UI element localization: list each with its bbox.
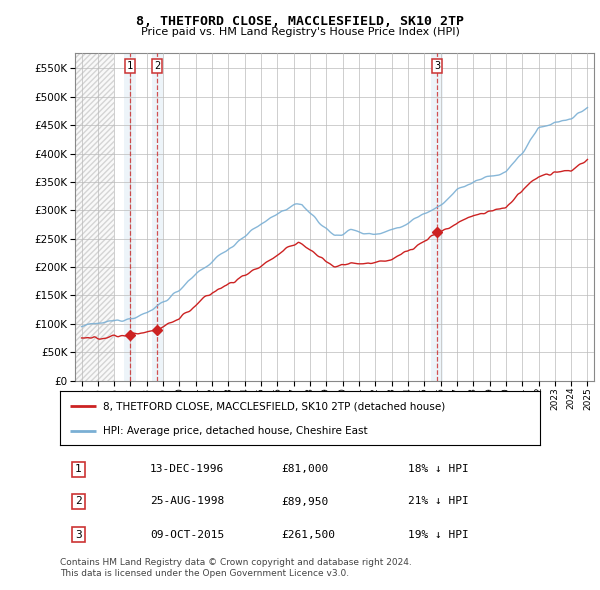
Bar	[431, 53, 443, 381]
Bar	[75, 53, 114, 381]
Text: 1: 1	[75, 464, 82, 474]
Text: 19% ↓ HPI: 19% ↓ HPI	[409, 530, 469, 540]
Text: 3: 3	[75, 530, 82, 540]
Text: HPI: Average price, detached house, Cheshire East: HPI: Average price, detached house, Ches…	[103, 427, 368, 437]
Text: 1: 1	[127, 61, 133, 71]
Bar	[152, 53, 163, 381]
Text: 18% ↓ HPI: 18% ↓ HPI	[409, 464, 469, 474]
Polygon shape	[75, 53, 114, 381]
Text: 8, THETFORD CLOSE, MACCLESFIELD, SK10 2TP: 8, THETFORD CLOSE, MACCLESFIELD, SK10 2T…	[136, 15, 464, 28]
Text: £261,500: £261,500	[282, 530, 336, 540]
Text: 2: 2	[154, 61, 161, 71]
Text: 8, THETFORD CLOSE, MACCLESFIELD, SK10 2TP (detached house): 8, THETFORD CLOSE, MACCLESFIELD, SK10 2T…	[103, 401, 445, 411]
Text: £81,000: £81,000	[282, 464, 329, 474]
Bar	[124, 53, 136, 381]
Text: 3: 3	[434, 61, 440, 71]
Text: £89,950: £89,950	[282, 497, 329, 506]
Text: 2: 2	[75, 497, 82, 506]
Text: 21% ↓ HPI: 21% ↓ HPI	[409, 497, 469, 506]
Text: Price paid vs. HM Land Registry's House Price Index (HPI): Price paid vs. HM Land Registry's House …	[140, 27, 460, 37]
Text: 25-AUG-1998: 25-AUG-1998	[150, 497, 224, 506]
Text: 13-DEC-1996: 13-DEC-1996	[150, 464, 224, 474]
Text: Contains HM Land Registry data © Crown copyright and database right 2024.
This d: Contains HM Land Registry data © Crown c…	[60, 558, 412, 578]
Text: 09-OCT-2015: 09-OCT-2015	[150, 530, 224, 540]
